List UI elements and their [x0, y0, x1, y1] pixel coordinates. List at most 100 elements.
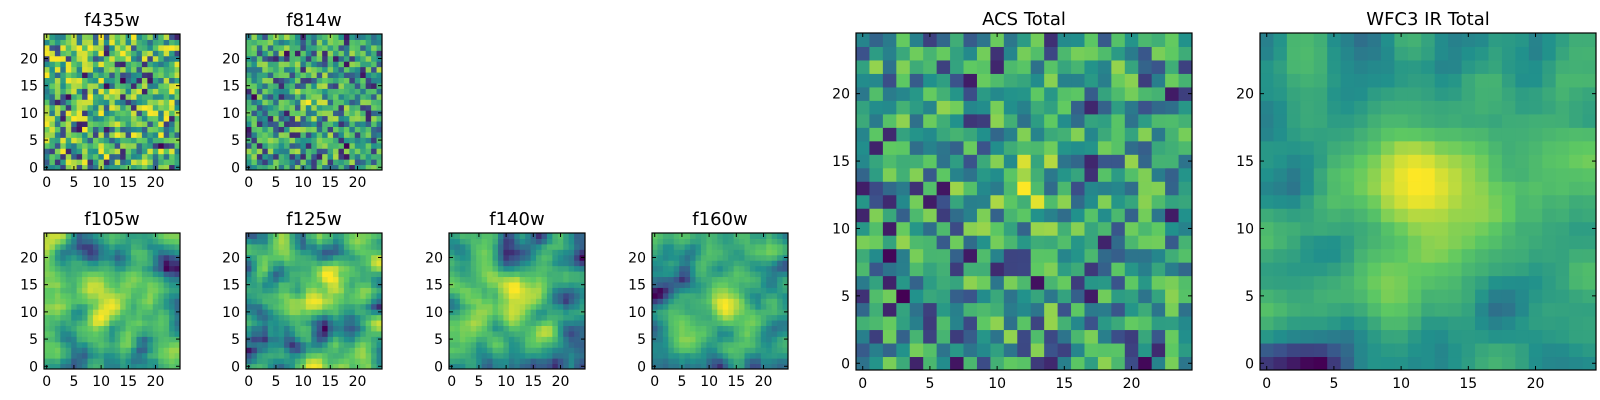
heatmap-cell	[777, 292, 784, 299]
heatmap-cell	[525, 271, 532, 278]
heatmap-cell	[856, 343, 870, 358]
heatmap-cell	[371, 131, 378, 138]
y-tick-label: 20	[425, 250, 443, 266]
heatmap-cell	[343, 292, 350, 299]
heatmap-cell	[465, 249, 472, 256]
heatmap-cell	[284, 233, 291, 239]
heatmap-cell	[338, 39, 345, 46]
heatmap-cell	[514, 238, 521, 245]
heatmap-cell	[459, 260, 466, 267]
heatmap-cell	[1151, 316, 1166, 331]
heatmap-cell	[760, 347, 767, 354]
heatmap-cell	[574, 314, 581, 321]
heatmap-cell	[131, 61, 137, 68]
heatmap-cell	[49, 287, 56, 294]
heatmap-cell	[503, 260, 510, 267]
heatmap-cell	[722, 358, 729, 365]
heatmap-cell	[82, 265, 89, 272]
heatmap-cell	[476, 341, 483, 348]
heatmap-cell	[333, 341, 339, 348]
heatmap-cell	[1111, 46, 1126, 61]
heatmap-cells	[652, 233, 789, 370]
heatmap-cell	[1003, 59, 1018, 74]
heatmap-cell	[487, 314, 494, 321]
heatmap-cell	[322, 82, 329, 89]
heatmap-cell	[360, 287, 367, 294]
heatmap-cell	[136, 314, 143, 321]
heatmap-cell	[120, 358, 127, 365]
heatmap-cell	[700, 243, 707, 250]
heatmap-cell	[1044, 221, 1059, 236]
heatmap-cell	[174, 88, 181, 95]
heatmap-cell	[722, 347, 729, 354]
heatmap-cell	[882, 194, 897, 209]
heatmap-cell	[1354, 167, 1369, 182]
heatmap-cell	[481, 341, 488, 348]
heatmap-cell	[294, 281, 301, 288]
heatmap-cell	[278, 126, 285, 133]
heatmap-cell	[158, 352, 165, 359]
heatmap-cell	[333, 265, 339, 272]
heatmap-cell	[251, 276, 258, 283]
heatmap-cell	[717, 303, 724, 310]
heatmap-cell	[54, 352, 61, 359]
heatmap-cell	[711, 260, 718, 267]
y-tick-label: 5	[29, 332, 38, 348]
heatmap-cell	[305, 159, 312, 166]
heatmap-cell	[546, 347, 553, 354]
heatmap-cell	[923, 235, 938, 250]
heatmap-cell	[120, 99, 127, 106]
heatmap-cell	[76, 330, 83, 337]
heatmap-cell	[174, 34, 181, 40]
heatmap-cell	[109, 148, 116, 155]
heatmap-cell	[92, 314, 99, 321]
heatmap-cell	[120, 72, 127, 79]
heatmap-cell	[1542, 262, 1557, 277]
heatmap-cell	[76, 265, 83, 272]
heatmap-cell	[305, 281, 312, 288]
heatmap-cell	[782, 320, 789, 326]
heatmap-cell	[909, 46, 924, 61]
heatmap-cell	[120, 88, 127, 95]
heatmap-cell	[174, 99, 181, 106]
heatmap-cell	[44, 66, 50, 73]
heatmap-cell	[673, 341, 680, 348]
heatmap-cell	[690, 298, 697, 305]
heatmap-cell	[711, 314, 718, 321]
heatmap-cell	[267, 314, 274, 321]
heatmap-cell	[278, 292, 285, 299]
heatmap-cell	[169, 347, 176, 354]
heatmap-cell	[163, 265, 170, 272]
heatmap-cell	[360, 325, 367, 332]
heatmap-cell	[728, 238, 735, 245]
heatmap-cell	[267, 341, 274, 348]
heatmap-cell	[147, 320, 154, 326]
heatmap-cell	[152, 110, 159, 117]
y-tick-label: 20	[222, 250, 240, 266]
heatmap-cell	[1555, 181, 1570, 196]
heatmap-cell	[256, 44, 263, 51]
heatmap-cell	[256, 303, 263, 310]
heatmap-cell	[44, 72, 50, 79]
heatmap-cell	[322, 44, 329, 51]
heatmap-cell	[136, 164, 143, 171]
heatmap-cell	[777, 325, 784, 332]
heatmap-cell	[158, 148, 165, 155]
heatmap-cell	[882, 113, 897, 128]
heatmap-cell	[990, 248, 1005, 263]
heatmap-cell	[338, 330, 345, 337]
heatmap-cell	[136, 104, 143, 111]
heatmap-cell	[284, 260, 291, 267]
heatmap-cell	[103, 249, 110, 256]
heatmap-cell	[251, 61, 258, 68]
heatmap-cell	[503, 358, 510, 365]
heatmap-cell	[256, 131, 263, 138]
heatmap-cell	[1030, 113, 1045, 128]
heatmap-cell	[120, 50, 127, 57]
heatmap-cell	[76, 72, 83, 79]
heatmap-cell	[125, 126, 132, 133]
heatmap-cell	[65, 39, 72, 46]
heatmap-cell	[49, 72, 56, 79]
heatmap-cell	[109, 276, 116, 283]
heatmap-cell	[487, 243, 494, 250]
